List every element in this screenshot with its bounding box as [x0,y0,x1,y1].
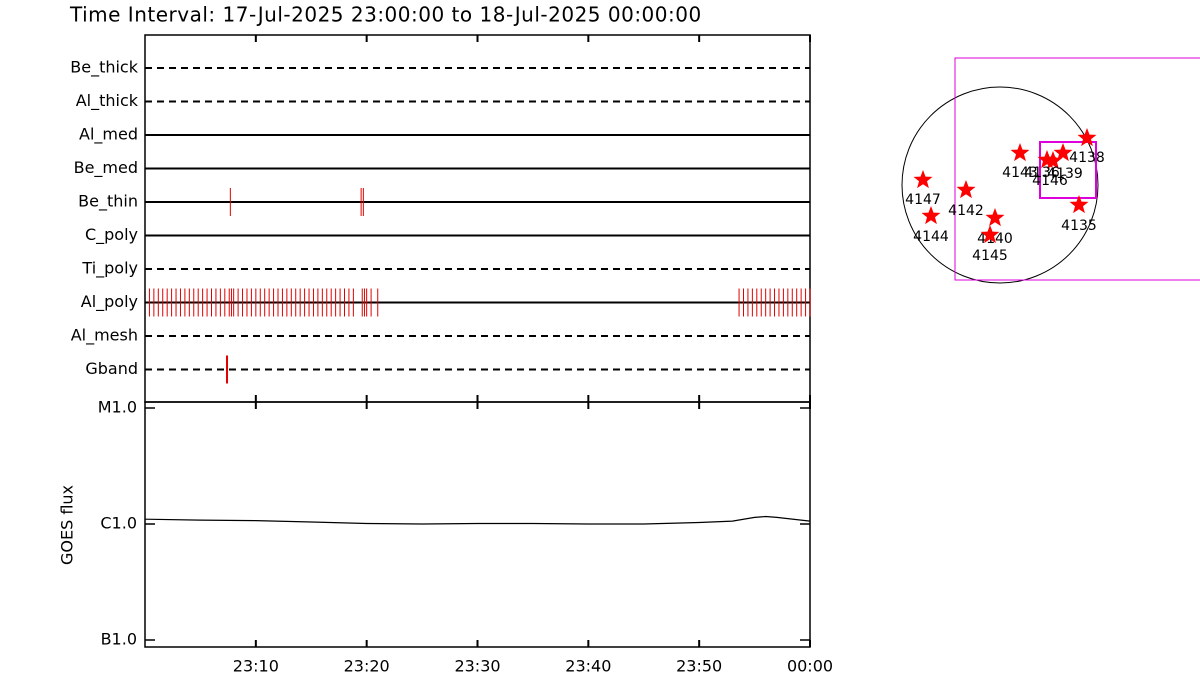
y-axis-label: GOES flux [58,485,77,565]
x-tick-label: 00:00 [787,657,833,676]
region-star [1077,128,1097,147]
filter-label: Be_thin [78,192,138,212]
xrt-fov [954,57,1200,281]
y-tick-label: C1.0 [100,514,137,533]
region-star [985,208,1005,227]
x-tick-label: 23:40 [565,657,611,676]
filter-label: Be_med [74,158,138,178]
region-star [1069,195,1089,214]
solar-disk [901,86,1099,284]
region-label: 4145 [972,248,1008,264]
filter-label: Al_mesh [71,326,138,346]
filter-label: Ti_poly [81,259,138,279]
x-tick-label: 23:30 [454,657,500,676]
filter-label: Gband [85,359,138,378]
x-tick-label: 23:50 [676,657,722,676]
region-star [1043,151,1063,170]
region-label: 4142 [948,203,984,219]
region-star [1037,150,1057,169]
region-star [1010,143,1030,162]
region-label: 4135 [1061,218,1097,234]
region-star [980,225,1000,244]
region-label: 4147 [905,192,941,208]
region-star [921,206,941,225]
x-tick-label: 23:10 [233,657,279,676]
region-label: 4143 [1002,165,1038,181]
filter-label: C_poly [85,225,138,245]
filter-label: Al_thick [76,91,139,111]
region-label: 4144 [913,229,949,245]
region-label: 4146 [1032,173,1068,189]
region-star [956,180,976,199]
filter-label: Al_med [79,125,138,145]
x-tick-label: 23:20 [344,657,390,676]
goes-curve [144,515,811,525]
region-star [913,170,933,189]
y-tick-label: M1.0 [98,398,137,417]
timeline-frame [144,34,811,403]
y-tick-label: B1.0 [101,630,137,649]
filter-label: Be_thick [70,58,138,78]
eis-fov [1039,141,1097,199]
region-label: 4136 [1024,165,1060,181]
chart-title: Time Interval: 17-Jul-2025 23:00:00 to 1… [69,3,702,27]
goes-frame [144,401,811,648]
region-label: 4139 [1047,166,1083,182]
region-label: 4138 [1069,150,1105,166]
filter-label: Al_poly [81,292,138,312]
region-star [1053,143,1073,162]
